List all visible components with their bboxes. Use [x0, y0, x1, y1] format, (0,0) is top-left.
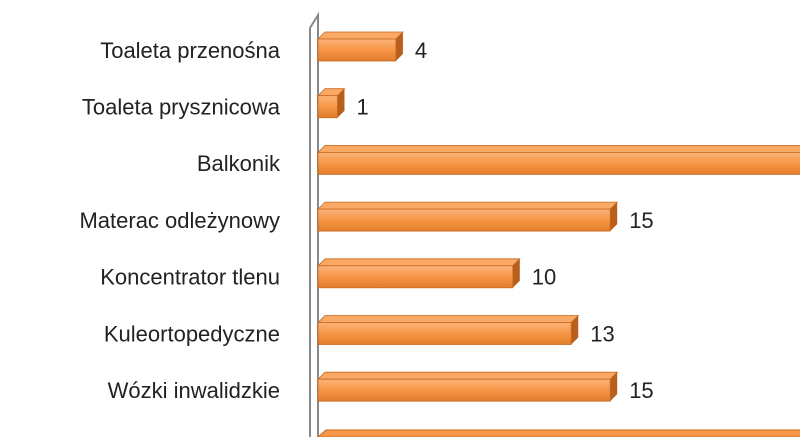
bar-front — [317, 378, 611, 402]
floor — [317, 429, 800, 437]
y-tick-label: Wózki inwalidzkie — [108, 378, 280, 403]
bar-top — [317, 371, 619, 380]
bar-side — [610, 372, 618, 402]
y-tick-label: Balkonik — [197, 151, 281, 176]
value-label: 15 — [629, 208, 653, 233]
bar — [317, 88, 346, 119]
bar — [317, 201, 619, 232]
value-label: 13 — [590, 321, 614, 346]
bar-side — [571, 315, 579, 345]
bar-top — [317, 144, 800, 153]
value-label: 15 — [629, 378, 653, 403]
bar — [317, 31, 404, 62]
bar-side — [512, 258, 520, 288]
bar-front — [317, 208, 611, 232]
bar-front — [317, 151, 800, 175]
value-label: 1 — [356, 95, 368, 120]
y-tick-label: Toaleta przenośna — [100, 38, 281, 63]
bar-top — [317, 258, 521, 267]
bar-side — [337, 88, 345, 118]
y-tick-label: Koncentrator tlenu — [100, 265, 280, 290]
bar-top — [317, 201, 619, 210]
bar-front — [317, 38, 397, 62]
bar-side — [395, 32, 403, 61]
bar — [317, 144, 800, 175]
y-tick-label: Toaleta prysznicowa — [82, 95, 281, 120]
y-tick-label: Kuleortopedyczne — [104, 321, 280, 346]
bar-front — [317, 265, 514, 289]
bar — [317, 315, 580, 345]
bar-front — [317, 95, 338, 119]
value-label: 4 — [415, 38, 427, 63]
bar-top — [317, 31, 404, 40]
bar-top — [317, 315, 580, 323]
bar-front — [317, 322, 572, 345]
bar — [317, 371, 619, 402]
value-label: 10 — [532, 265, 556, 290]
axis-wall — [309, 11, 319, 437]
y-tick-label: Materac odleżynowy — [79, 208, 280, 233]
bar — [317, 258, 521, 289]
bar-side — [610, 202, 618, 232]
